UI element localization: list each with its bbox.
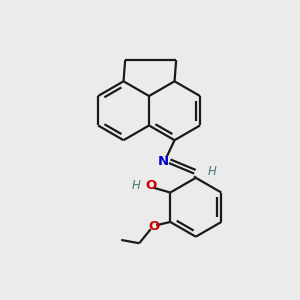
Text: O: O (148, 220, 160, 233)
Text: H: H (131, 179, 140, 193)
Text: H: H (208, 165, 217, 178)
Text: O: O (145, 179, 156, 193)
Text: N: N (158, 155, 169, 168)
